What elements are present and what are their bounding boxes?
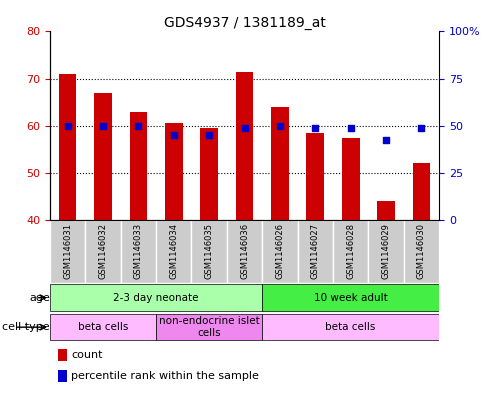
Bar — [200, 128, 218, 220]
Text: beta cells: beta cells — [325, 322, 376, 332]
Bar — [59, 74, 76, 220]
Text: GSM1146028: GSM1146028 — [346, 223, 355, 279]
Text: non-endocrine islet
cells: non-endocrine islet cells — [159, 316, 259, 338]
Text: age: age — [29, 293, 50, 303]
Bar — [50, 314, 156, 340]
Bar — [297, 220, 333, 283]
Bar — [156, 220, 192, 283]
Point — [134, 123, 142, 129]
Text: GSM1146032: GSM1146032 — [98, 223, 107, 279]
Text: GSM1146029: GSM1146029 — [382, 223, 391, 279]
Bar — [50, 285, 262, 311]
Bar — [271, 107, 289, 220]
Text: 10 week adult: 10 week adult — [314, 293, 388, 303]
Text: GSM1146026: GSM1146026 — [275, 223, 284, 279]
Bar — [404, 220, 439, 283]
Bar — [377, 201, 395, 220]
Text: 2-3 day neonate: 2-3 day neonate — [113, 293, 199, 303]
Bar — [342, 138, 359, 220]
Bar — [58, 349, 67, 361]
Point — [311, 125, 319, 131]
Text: count: count — [71, 350, 103, 360]
Text: GSM1146036: GSM1146036 — [240, 223, 249, 279]
Bar — [58, 370, 67, 382]
Text: beta cells: beta cells — [78, 322, 128, 332]
Point — [276, 123, 284, 129]
Point — [382, 137, 390, 143]
Bar — [262, 314, 439, 340]
Text: GSM1146030: GSM1146030 — [417, 223, 426, 279]
Point — [347, 125, 355, 131]
Text: GSM1146033: GSM1146033 — [134, 223, 143, 279]
Point — [63, 123, 71, 129]
Bar — [262, 285, 439, 311]
Point — [205, 132, 213, 138]
Bar — [333, 220, 368, 283]
Bar — [130, 112, 147, 220]
Point — [418, 125, 426, 131]
Bar — [236, 72, 253, 220]
Text: GSM1146034: GSM1146034 — [169, 223, 178, 279]
Bar — [85, 220, 121, 283]
Bar — [192, 220, 227, 283]
Point — [170, 132, 178, 138]
Text: GSM1146035: GSM1146035 — [205, 223, 214, 279]
Bar — [262, 220, 297, 283]
Text: percentile rank within the sample: percentile rank within the sample — [71, 371, 259, 381]
Bar — [227, 220, 262, 283]
Bar — [413, 163, 430, 220]
Text: cell type: cell type — [2, 322, 50, 332]
Bar — [306, 133, 324, 220]
Point — [241, 125, 249, 131]
Point — [99, 123, 107, 129]
Bar — [165, 123, 183, 220]
Bar — [50, 220, 85, 283]
Bar — [368, 220, 404, 283]
Bar — [121, 220, 156, 283]
Bar — [156, 314, 262, 340]
Text: GSM1146027: GSM1146027 — [311, 223, 320, 279]
Text: GSM1146031: GSM1146031 — [63, 223, 72, 279]
Title: GDS4937 / 1381189_at: GDS4937 / 1381189_at — [164, 17, 325, 30]
Bar — [94, 93, 112, 220]
